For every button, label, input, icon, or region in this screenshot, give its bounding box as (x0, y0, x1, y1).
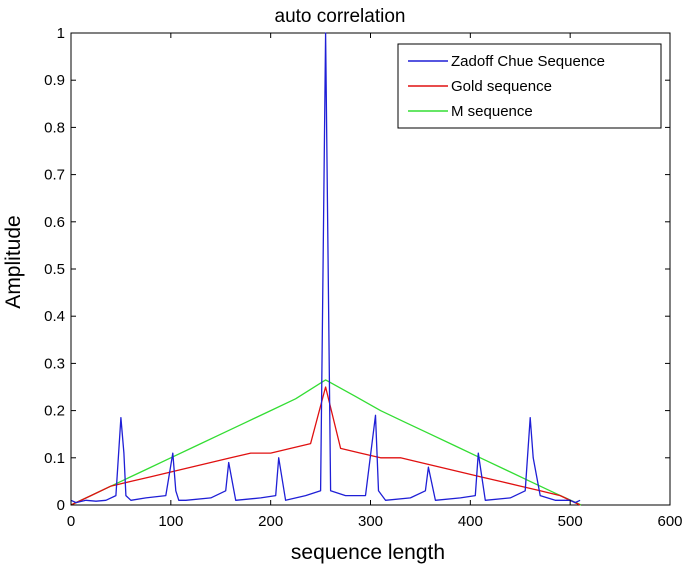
y-tick-label: 0.1 (44, 450, 65, 467)
legend-label: Zadoff Chue Sequence (451, 53, 605, 70)
x-tick-label: 200 (258, 513, 283, 530)
y-tick-label: 0.4 (44, 308, 65, 325)
chart-title: auto correlation (275, 6, 406, 27)
legend: Zadoff Chue Sequence Gold sequence M seque… (397, 43, 662, 129)
x-tick-label: 600 (657, 513, 682, 530)
legend-label: Gold sequence (451, 78, 552, 95)
legend-items: Zadoff Chue Sequence Gold sequence M seque… (408, 53, 605, 120)
series-layer (70, 32, 582, 506)
ticks-layer: 0 100 200 300 400 500 600 0 0.1 0.2 0.3 0.4 0.5 0.6 0.… (44, 25, 682, 530)
y-tick-label: 0.9 (44, 72, 65, 89)
y-tick-label: 1 (57, 25, 65, 42)
x-tick-label: 100 (158, 513, 183, 530)
x-axis-label: sequence length (291, 541, 445, 564)
y-tick-label: 0 (57, 497, 65, 514)
y-axis-label: Amplitude (2, 215, 25, 308)
y-tick-label: 0.6 (44, 214, 65, 231)
y-tick-label: 0.5 (44, 261, 65, 278)
y-tick-label: 0.8 (44, 119, 65, 136)
y-tick-label: 0.3 (44, 355, 65, 372)
x-tick-label: 400 (458, 513, 483, 530)
legend-label: M sequence (451, 103, 533, 120)
series-line-m-sequence (70, 379, 582, 506)
x-tick-label: 0 (67, 513, 75, 530)
x-tick-label: 500 (558, 513, 583, 530)
y-tick-label: 0.2 (44, 403, 65, 420)
series-line-zadoff-chue-sequence (70, 32, 581, 504)
series-line-gold-sequence (70, 386, 581, 506)
x-tick-label: 300 (358, 513, 383, 530)
y-tick-label: 0.7 (44, 167, 65, 184)
